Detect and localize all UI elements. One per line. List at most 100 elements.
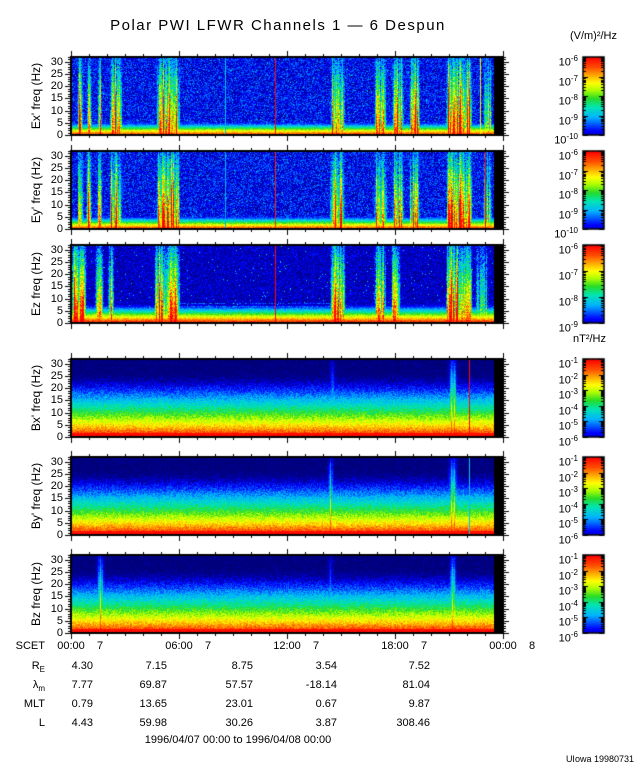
- colorbar-scale-label: 10-1: [558, 454, 578, 469]
- freq-tick-label: 20: [50, 174, 63, 187]
- freq-tick-label: 20: [50, 382, 63, 395]
- freq-tick-label: 20: [50, 578, 63, 591]
- time-tick-day-label: 7: [205, 640, 212, 652]
- freq-tick-label: 0: [56, 129, 63, 141]
- freq-tick-label: 15: [50, 280, 63, 293]
- orbit-value: 23.01: [225, 698, 253, 710]
- colorbar-scale-label: 10-9: [558, 320, 578, 335]
- freq-tick-label: 20: [50, 268, 63, 281]
- freq-tick-label: 5: [56, 210, 63, 223]
- spectrogram-bz: [61, 547, 513, 641]
- colorbar-ex: [577, 51, 610, 141]
- colorbar-scale-label: 10-6: [558, 532, 578, 547]
- freq-tick-label: 15: [50, 186, 63, 199]
- freq-tick-label: 10: [50, 504, 63, 517]
- colorbar-scale-label: 10-3: [558, 485, 578, 500]
- orbit-row-label-λ: λm: [32, 679, 45, 694]
- freq-tick-label: 20: [50, 80, 63, 93]
- freq-tick-label: 25: [50, 566, 63, 579]
- freq-tick-label: 5: [56, 304, 63, 317]
- freq-tick-label: 30: [50, 553, 63, 566]
- colorbar-scale-label: 10-6: [558, 434, 578, 449]
- freq-tick-label: 10: [50, 602, 63, 615]
- freq-tick-label: 20: [50, 480, 63, 493]
- colorbar-scale-label: 10-5: [558, 516, 578, 532]
- spectrogram-by: [61, 449, 513, 543]
- orbit-row-label-mlt: MLT: [23, 698, 45, 710]
- colorbar-bz: [577, 549, 610, 639]
- orbit-value: 4.43: [71, 717, 93, 729]
- colorbar-scale-label: 10-10: [554, 226, 578, 241]
- freq-tick-label: 10: [50, 198, 63, 211]
- scet-axis-label: SCET: [15, 640, 45, 652]
- freq-tick-label: 0: [56, 529, 63, 541]
- magnetic-units-label: nT²/Hz: [573, 333, 606, 345]
- time-tick-day-label: 7: [313, 640, 320, 652]
- freq-tick-label: 15: [50, 492, 63, 505]
- colorbar-scale-label: 10-3: [558, 387, 578, 402]
- colorbar-scale-label: 10-2: [558, 469, 578, 485]
- freq-tick-label: 30: [50, 55, 63, 68]
- orbit-value: 13.65: [139, 698, 167, 710]
- orbit-value: 4.30: [71, 660, 93, 672]
- orbit-value: 7.77: [71, 679, 93, 691]
- freq-tick-label: 30: [50, 357, 63, 370]
- orbit-value: 30.26: [225, 717, 253, 729]
- orbit-value: 7.52: [408, 660, 430, 672]
- credit-label: UIowa 19980731: [565, 754, 634, 764]
- orbit-value: 59.98: [139, 717, 167, 729]
- orbit-value: 3.87: [315, 717, 337, 729]
- figure-title: Polar PWI LFWR Channels 1 — 6 Despun: [110, 17, 446, 34]
- colorbar-scale-label: 10-2: [558, 567, 578, 583]
- colorbar-scale-label: 10-8: [558, 187, 578, 202]
- electric-units-label: (V/m)²/Hz: [569, 30, 617, 42]
- colorbar-scale-label: 10-6: [558, 242, 578, 257]
- orbit-value: 69.87: [139, 679, 167, 691]
- freq-tick-label: 0: [56, 317, 63, 329]
- time-tick-label: 18:00: [381, 640, 409, 652]
- freq-tick-label: 25: [50, 162, 63, 175]
- orbit-row-label-r: RE: [31, 660, 45, 675]
- freq-tick-label: 0: [56, 431, 63, 443]
- date-range-label: 1996/04/07 00:00 to 1996/04/08 00:00: [144, 734, 332, 746]
- orbit-value: 57.57: [225, 679, 253, 691]
- spectrogram-bx: [61, 351, 513, 445]
- colorbar-scale-label: 10-1: [558, 356, 578, 371]
- freq-tick-label: 5: [56, 418, 63, 431]
- colorbar-ez: [577, 239, 610, 329]
- freq-tick-label: 30: [50, 243, 63, 256]
- freq-tick-label: 25: [50, 370, 63, 383]
- time-tick-day-label: 7: [421, 640, 428, 652]
- freq-tick-label: 10: [50, 292, 63, 305]
- freq-tick-label: 15: [50, 394, 63, 407]
- freq-tick-label: 30: [50, 455, 63, 468]
- freq-tick-label: 10: [50, 406, 63, 419]
- spectrogram-ez: [61, 237, 513, 331]
- colorbar-scale-label: 10-5: [558, 418, 578, 434]
- freq-tick-label: 25: [50, 256, 63, 269]
- freq-tick-label: 25: [50, 468, 63, 481]
- time-tick-label: 06:00: [165, 640, 193, 652]
- time-tick-label: 00:00: [57, 640, 85, 652]
- colorbar-scale-label: 10-4: [558, 598, 578, 614]
- freq-tick-label: 10: [50, 104, 63, 117]
- spectrogram-ex: [61, 49, 513, 143]
- orbit-value: 9.87: [408, 698, 430, 710]
- time-tick-day-label: 7: [97, 640, 104, 652]
- colorbar-scale-label: 10-9: [558, 112, 578, 128]
- freq-tick-label: 5: [56, 614, 63, 627]
- freq-tick-label: 5: [56, 516, 63, 529]
- freq-tick-label: 5: [56, 116, 63, 129]
- colorbar-scale-label: 10-7: [558, 167, 578, 183]
- freq-tick-label: 15: [50, 92, 63, 105]
- colorbar-scale-label: 10-3: [558, 583, 578, 598]
- spectrogram-ey: [61, 143, 513, 237]
- time-tick-day-label: 8: [529, 640, 536, 652]
- orbit-value: 0.67: [315, 698, 337, 710]
- colorbar-scale-label: 10-4: [558, 402, 578, 418]
- colorbar-scale-label: 10-7: [558, 268, 578, 283]
- orbit-value: -18.14: [305, 679, 337, 691]
- colorbar-scale-label: 10-10: [554, 132, 578, 147]
- colorbar-scale-label: 10-6: [558, 630, 578, 645]
- colorbar-scale-label: 10-9: [558, 206, 578, 222]
